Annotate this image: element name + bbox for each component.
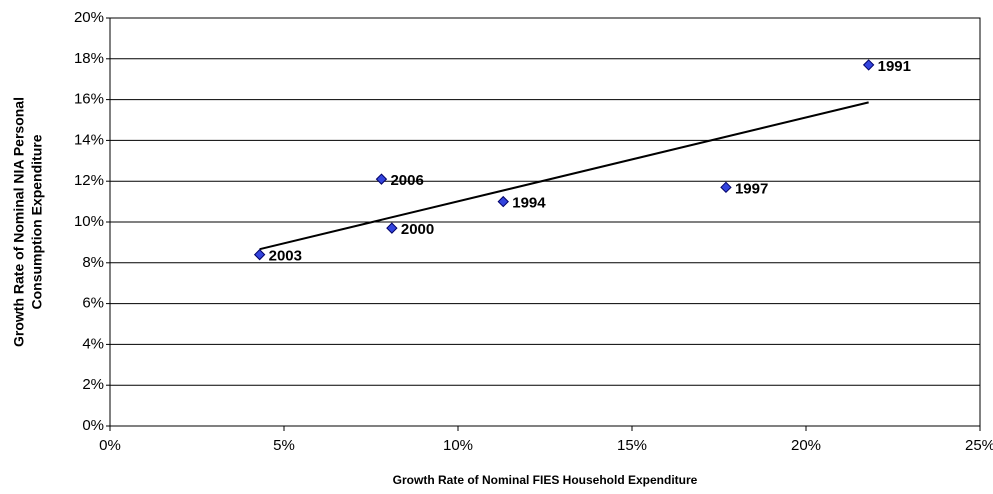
y-tick-label: 2% <box>82 376 104 393</box>
point-label: 2003 <box>269 248 302 265</box>
x-tick-label: 20% <box>791 437 821 454</box>
point-label: 1997 <box>735 180 768 197</box>
y-tick-label: 8% <box>82 254 104 271</box>
point <box>720 181 732 194</box>
point <box>862 59 875 71</box>
y-tick-label: 18% <box>74 50 104 67</box>
y-tick-label: 4% <box>82 335 104 352</box>
x-tick-label: 0% <box>99 437 121 454</box>
x-tick-label: 10% <box>443 437 473 454</box>
point-label: 1991 <box>878 58 911 75</box>
y-tick-label: 0% <box>82 417 104 434</box>
x-tick-label: 15% <box>617 437 647 454</box>
x-tick-label: 5% <box>273 437 295 454</box>
point-label: 1994 <box>512 195 546 212</box>
point <box>497 195 509 208</box>
point <box>375 173 388 185</box>
y-axis-title: Consumption Expenditure <box>29 134 45 309</box>
plot-border <box>109 17 981 427</box>
x-axis-title: Growth Rate of Nominal FIES Household Ex… <box>393 473 698 487</box>
trendline <box>259 101 869 251</box>
y-tick-label: 10% <box>74 213 104 230</box>
y-tick-label: 6% <box>82 295 104 312</box>
point-label: 2000 <box>401 221 434 238</box>
y-tick-label: 14% <box>74 131 104 148</box>
y-tick-label: 12% <box>74 172 104 189</box>
point <box>253 248 266 261</box>
x-tick-label: 25% <box>965 437 993 454</box>
y-tick-label: 20% <box>74 9 104 26</box>
y-tick-label: 16% <box>74 91 104 108</box>
point-label: 2006 <box>390 172 423 189</box>
y-axis-title: Growth Rate of Nominal NIA Personal <box>11 97 27 347</box>
point <box>386 222 398 234</box>
